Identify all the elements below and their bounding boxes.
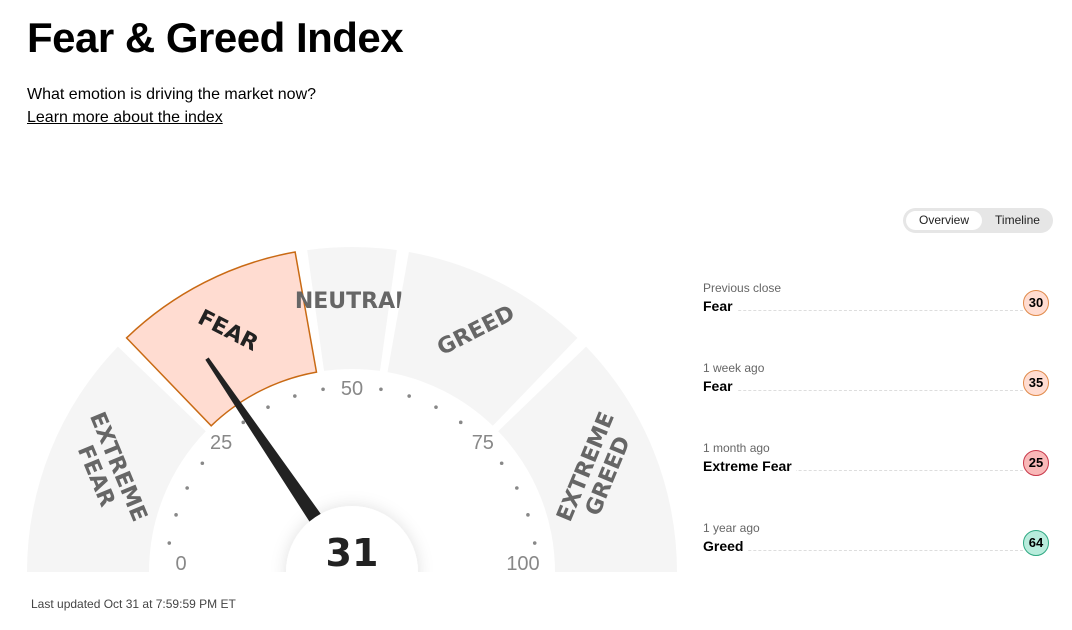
tick-dot (200, 461, 205, 466)
tick-dot (499, 461, 504, 466)
gauge-mask (0, 572, 700, 600)
tick-dot (379, 387, 383, 392)
history-value-badge: 35 (1023, 370, 1049, 396)
dotted-leader (703, 310, 1023, 311)
history-period: 1 year ago (703, 521, 760, 535)
tick-dot (407, 394, 411, 398)
tick-dot (526, 513, 530, 517)
tick-label: 100 (506, 553, 539, 575)
history-value-badge: 30 (1023, 290, 1049, 316)
gauge-value: 31 (326, 531, 379, 575)
history-rating: Greed (703, 538, 748, 554)
tick-dot (174, 513, 178, 517)
gauge-segment (307, 247, 397, 371)
history-rating: Fear (703, 298, 737, 314)
tick-dot (532, 541, 537, 545)
tick-dot (515, 486, 519, 490)
history-item: Previous close Fear 30 (703, 281, 1049, 331)
page-title: Fear & Greed Index (27, 14, 404, 61)
tick-label: 25 (210, 432, 232, 454)
history-value-badge: 64 (1023, 530, 1049, 556)
history-item: 1 week ago Fear 35 (703, 361, 1049, 411)
tab-timeline[interactable]: Timeline (995, 213, 1040, 227)
history-item: 1 month ago Extreme Fear 25 (703, 441, 1049, 491)
tick-dot (321, 387, 325, 392)
tick-dot (458, 420, 463, 425)
tick-label: 50 (341, 378, 363, 400)
segment-label-line: NEUTRAL (295, 289, 409, 314)
history-item: 1 year ago Greed 64 (703, 521, 1049, 571)
tick-dot (241, 420, 246, 425)
tab-overview[interactable]: Overview (906, 211, 982, 230)
history-rating: Extreme Fear (703, 458, 796, 474)
gauge-segment (498, 346, 677, 572)
dotted-leader (703, 390, 1023, 391)
gauge-segment (387, 252, 578, 426)
last-updated: Last updated Oct 31 at 7:59:59 PM ET (31, 597, 236, 611)
history-period: 1 week ago (703, 361, 765, 375)
dotted-leader (703, 470, 1023, 471)
dotted-leader (703, 550, 1023, 551)
subtitle: What emotion is driving the market now? (27, 86, 317, 103)
gauge-segment (27, 346, 206, 572)
history-value-badge: 25 (1023, 450, 1049, 476)
tick-dot (293, 394, 297, 398)
history-rating: Fear (703, 378, 737, 394)
tick-label: 0 (175, 553, 186, 575)
gauge-needle (205, 357, 325, 527)
tick-dot (434, 405, 438, 409)
view-toggle: Overview Timeline (903, 208, 1053, 233)
segment-label: NEUTRAL (295, 289, 409, 314)
learn-more-link[interactable]: Learn more about the index (27, 109, 223, 126)
tick-dot (167, 541, 172, 545)
tick-dot (266, 405, 270, 409)
tick-dot (185, 486, 189, 490)
tick-label: 75 (472, 432, 494, 454)
history-period: Previous close (703, 281, 782, 295)
history-period: 1 month ago (703, 441, 770, 455)
